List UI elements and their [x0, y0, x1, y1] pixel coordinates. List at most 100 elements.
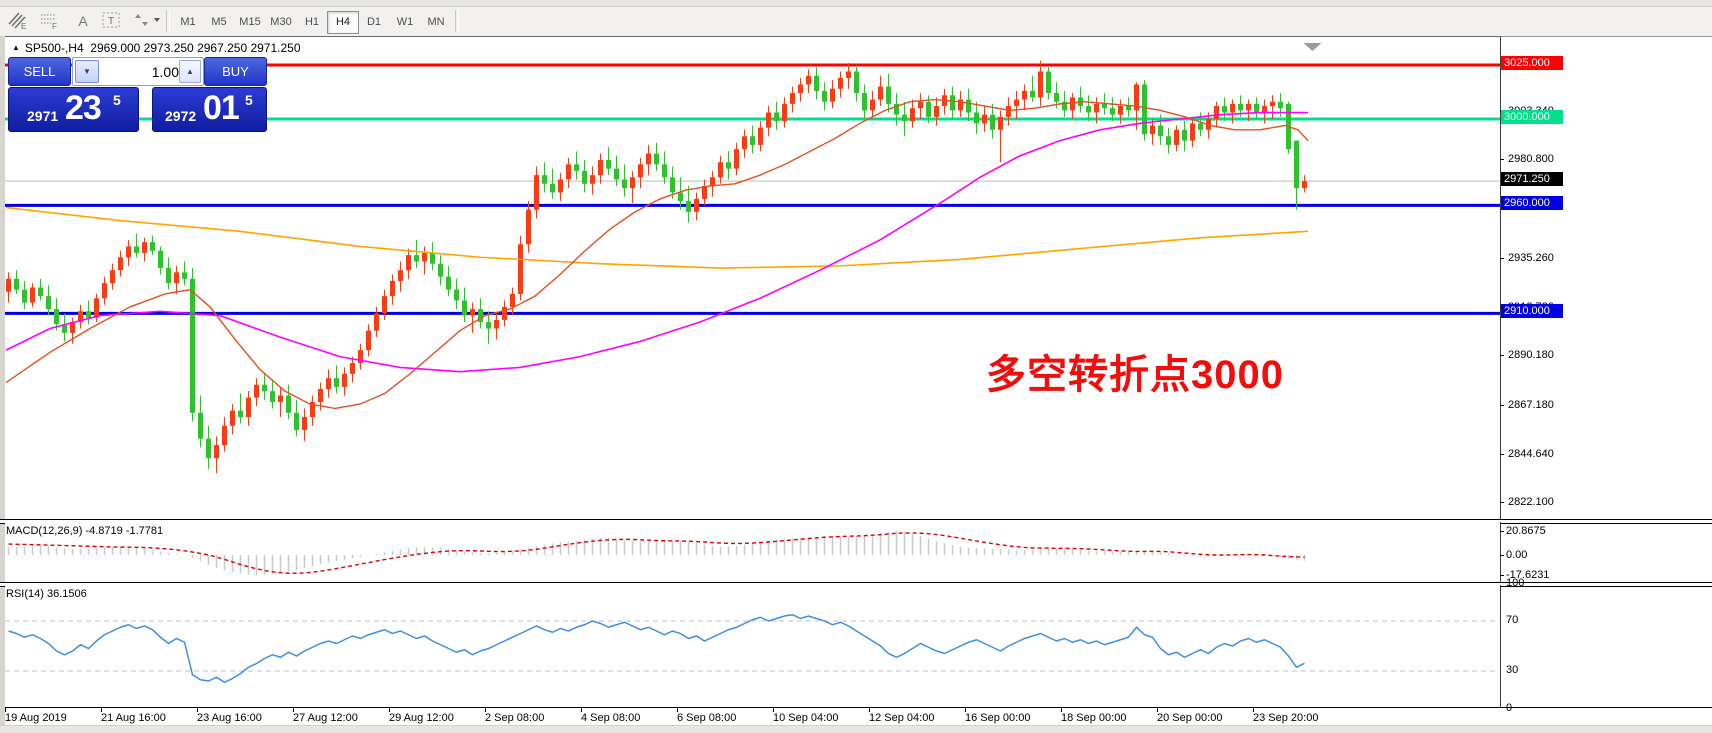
macd-tick-label: 0.00 — [1506, 549, 1528, 561]
time-tick-label: 18 Sep 00:00 — [1061, 712, 1127, 724]
price-level-badge: 2910.000 — [1501, 304, 1563, 319]
price-level-badge: 2960.000 — [1501, 196, 1563, 211]
timeframe-button-m5[interactable]: M5 — [211, 16, 227, 28]
rsi-tick-label: 100 — [1506, 576, 1525, 589]
chart-symbol-line: ▲ SP500-,H4 2969.000 2973.250 2967.250 29… — [12, 41, 301, 55]
timeframe-button-m1[interactable]: M1 — [180, 16, 196, 28]
price-tick-label: 2980.800 — [1508, 153, 1554, 166]
price-level-badge: 3025.000 — [1501, 56, 1563, 70]
time-tick-mark — [677, 708, 678, 712]
macd-tick-label: -17.6231 — [1506, 569, 1550, 582]
time-tick-mark — [197, 708, 198, 712]
volume-decrease-button[interactable]: ▼ — [75, 60, 99, 83]
time-tick-label: 6 Sep 08:00 — [677, 712, 737, 724]
macd-tick-mark — [1500, 575, 1504, 577]
symbol-name: SP500-,H4 — [24, 41, 84, 55]
price-tick-mark — [1500, 502, 1504, 504]
main-chart-panel[interactable] — [5, 36, 1501, 520]
rsi-tick-label: 30 — [1506, 664, 1519, 676]
price-level-badge: 2971.250 — [1501, 172, 1563, 187]
svg-text:E: E — [21, 22, 26, 30]
sell-button[interactable]: SELL — [8, 57, 71, 86]
time-tick-label: 16 Sep 00:00 — [965, 712, 1031, 724]
symbol-ohlc: 2969.000 2973.250 2967.250 2971.250 — [90, 41, 301, 55]
time-tick-label: 20 Sep 00:00 — [1157, 712, 1223, 724]
toolbar-separator — [166, 10, 170, 32]
text-label-icon[interactable]: A — [78, 13, 88, 29]
volume-input[interactable] — [99, 59, 181, 84]
time-tick-mark — [293, 708, 294, 712]
timeframe-button-h4[interactable]: H4 — [327, 11, 359, 34]
rsi-label: RSI(14) 36.1506 — [6, 588, 87, 600]
time-tick-mark — [1061, 708, 1062, 712]
time-tick-label: 29 Aug 12:00 — [389, 712, 454, 724]
time-tick-label: 12 Sep 04:00 — [869, 712, 935, 724]
timeframe-button-h1[interactable]: H1 — [304, 16, 320, 28]
price-tick-mark — [1500, 159, 1504, 161]
price-tick-label: 2867.180 — [1508, 398, 1554, 411]
buy-price-sup: 5 — [245, 92, 253, 108]
toolbar-cutoff-row — [0, 0, 1712, 7]
timeframe-button-w1[interactable]: W1 — [396, 16, 414, 28]
sell-price-big: 23 — [65, 89, 102, 127]
cursor-mode-icon[interactable] — [132, 10, 160, 32]
macd-chart[interactable] — [5, 522, 1500, 582]
svg-text:T: T — [108, 16, 114, 27]
time-axis-border — [5, 707, 1712, 708]
time-tick-mark — [773, 708, 774, 712]
rsi-tick-label: 70 — [1506, 614, 1519, 626]
time-tick-mark — [1157, 708, 1158, 712]
time-tick-mark — [869, 708, 870, 712]
indicator-list-icon[interactable]: F — [38, 10, 64, 32]
price-tick-mark — [1500, 257, 1504, 259]
time-axis[interactable]: 19 Aug 2019 21 Aug 16:00 23 Aug 16:00 27 Au… — [5, 708, 1500, 725]
buy-button[interactable]: BUY — [204, 57, 267, 86]
time-tick-label: 21 Aug 16:00 — [101, 712, 166, 724]
chart-text-annotation: 多空转折点3000 — [986, 353, 1284, 397]
window-bottom-edge — [0, 725, 1712, 733]
time-tick-label: 23 Aug 16:00 — [197, 712, 262, 724]
buy-quote-box[interactable]: 2972 01 5 — [152, 87, 267, 132]
time-tick-mark — [1253, 708, 1254, 712]
time-tick-mark — [101, 708, 102, 712]
macd-tick-mark — [1500, 555, 1504, 556]
time-tick-label: 27 Aug 12:00 — [293, 712, 358, 724]
sell-quote-box[interactable]: 2971 23 5 — [8, 87, 139, 132]
time-tick-mark — [5, 708, 6, 712]
toolbar-separator — [455, 10, 459, 32]
time-tick-label: 4 Sep 08:00 — [581, 712, 641, 724]
price-tick-label: 2844.640 — [1508, 447, 1554, 460]
timeframe-button-m15[interactable]: M15 — [239, 16, 261, 28]
rsi-panel[interactable] — [5, 585, 1501, 707]
price-tick-mark — [1500, 453, 1504, 455]
time-tick-mark — [485, 708, 486, 712]
macd-label: MACD(12,26,9) -4.8719 -1.7781 — [6, 525, 164, 537]
price-tick-label: 2890.180 — [1508, 349, 1554, 362]
time-tick-label: 19 Aug 2019 — [5, 712, 67, 724]
macd-tick-mark — [1500, 531, 1504, 532]
buy-price-small: 2972 — [165, 108, 197, 124]
sell-price-sup: 5 — [113, 92, 121, 108]
price-tick-mark — [1500, 355, 1504, 357]
price-tick-label: 2822.100 — [1508, 496, 1554, 509]
main-toolbar: E F A T M1 M5 M15 M30 H1 H4 D1 W1 MN — [0, 7, 1712, 37]
time-tick-mark — [581, 708, 582, 712]
text-box-icon[interactable]: T — [100, 10, 126, 32]
timeframe-button-mn[interactable]: MN — [427, 16, 445, 28]
time-tick-label: 2 Sep 08:00 — [485, 712, 545, 724]
volume-increase-button[interactable]: ▲ — [179, 60, 201, 83]
price-tick-label: 2935.260 — [1508, 251, 1554, 264]
sell-price-small: 2971 — [27, 108, 59, 124]
volume-spinner: ▼ ▲ — [72, 57, 204, 86]
rsi-chart[interactable] — [5, 585, 1500, 707]
new-order-icon[interactable]: E — [6, 10, 32, 32]
svg-text:F: F — [52, 22, 57, 30]
macd-tick-label: 20.8675 — [1506, 525, 1546, 537]
macd-panel[interactable] — [5, 522, 1501, 582]
timeframe-button-d1[interactable]: D1 — [366, 16, 382, 28]
timeframe-button-m30[interactable]: M30 — [270, 16, 292, 28]
rsi-tick-label: 0 — [1506, 701, 1513, 714]
buy-price-big: 01 — [203, 89, 240, 127]
collapse-arrow-icon[interactable]: ▲ — [12, 43, 20, 52]
